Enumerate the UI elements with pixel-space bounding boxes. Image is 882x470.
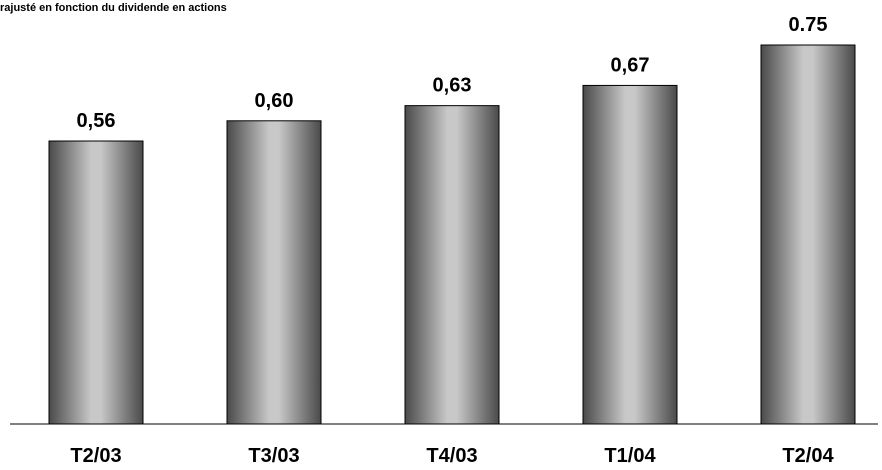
bars-group xyxy=(48,44,856,425)
bar-t3-03 xyxy=(226,120,322,425)
category-label: T2/04 xyxy=(782,445,834,467)
category-labels-group: T2/03 T3/03 T4/03 T1/04 T2/04 xyxy=(70,445,834,467)
value-label: 0.75 xyxy=(789,14,828,36)
value-label: 0,60 xyxy=(255,90,294,112)
value-label: 0,56 xyxy=(77,110,116,132)
category-label: T1/04 xyxy=(604,445,656,467)
bar-t4-03 xyxy=(404,105,500,425)
bar-t2-04 xyxy=(760,44,856,425)
category-label: T2/03 xyxy=(70,445,121,467)
category-label: T4/03 xyxy=(426,445,477,467)
chart-note: rajusté en fonction du dividende en acti… xyxy=(0,2,227,14)
value-label: 0,63 xyxy=(433,75,472,97)
bar-t2-03 xyxy=(48,140,144,425)
value-label: 0,67 xyxy=(611,54,650,76)
bar-t1-04 xyxy=(582,84,678,425)
category-label: T3/03 xyxy=(248,445,299,467)
value-labels-group: 0,56 0,60 0,63 0,67 0.75 xyxy=(77,14,828,132)
